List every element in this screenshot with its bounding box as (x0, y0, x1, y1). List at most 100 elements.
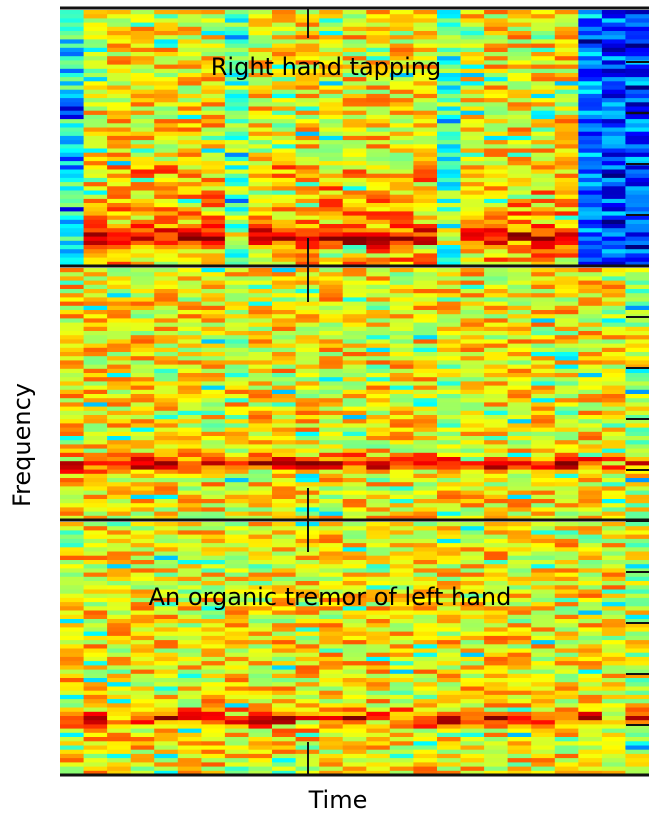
spectrogram-cell (84, 653, 108, 658)
spectrogram-cell (84, 543, 108, 548)
spectrogram-cell (131, 157, 155, 162)
spectrogram-cell (508, 373, 532, 378)
spectrogram-cell (249, 560, 273, 565)
spectrogram-cell (625, 564, 649, 569)
spectrogram-cell (531, 39, 555, 44)
spectrogram-cell (461, 10, 485, 15)
spectrogram-cell (296, 211, 320, 216)
spectrogram-cell (343, 18, 367, 23)
spectrogram-cell (154, 360, 178, 365)
spectrogram-cell (602, 386, 626, 391)
spectrogram-cell (201, 526, 225, 531)
spectrogram-cell (555, 94, 579, 99)
spectrogram-cell (437, 386, 461, 391)
spectrogram-cell (60, 411, 84, 416)
spectrogram-cell (366, 289, 390, 294)
spectrogram-cell (201, 136, 225, 141)
spectrogram-cell (131, 682, 155, 687)
spectrogram-cell (178, 161, 202, 166)
spectrogram-cell (60, 153, 84, 158)
spectrogram-cell (555, 390, 579, 395)
spectrogram-cell (366, 224, 390, 229)
spectrogram-cell (272, 335, 296, 340)
spectrogram-cell (154, 482, 178, 487)
spectrogram-cell (602, 73, 626, 78)
spectrogram-cell (201, 35, 225, 40)
spectrogram-cell (413, 281, 437, 286)
spectrogram-cell (484, 48, 508, 53)
spectrogram-cell (225, 522, 249, 527)
spectrogram-cell (60, 478, 84, 483)
spectrogram-cell (107, 310, 131, 315)
spectrogram-cell (154, 415, 178, 420)
spectrogram-cell (390, 762, 414, 767)
spectrogram-cell (343, 665, 367, 670)
spectrogram-cell (602, 449, 626, 454)
spectrogram-cell (602, 48, 626, 53)
spectrogram-cell (201, 81, 225, 86)
spectrogram-cell (602, 602, 626, 607)
spectrogram-cell (107, 632, 131, 637)
spectrogram-cell (296, 724, 320, 729)
spectrogram-cell (602, 352, 626, 357)
spectrogram-cell (602, 90, 626, 95)
spectrogram-cell (178, 407, 202, 412)
spectrogram-cell (555, 348, 579, 353)
spectrogram-cell (225, 440, 249, 445)
spectrogram-cell (107, 491, 131, 496)
spectrogram-cell (107, 577, 131, 582)
spectrogram-cell (461, 237, 485, 242)
spectrogram-cell (484, 568, 508, 573)
spectrogram-cell (84, 44, 108, 49)
spectrogram-cell (508, 220, 532, 225)
spectrogram-cell (602, 482, 626, 487)
spectrogram-cell (272, 653, 296, 658)
spectrogram-cell (602, 415, 626, 420)
spectrogram-cell (343, 228, 367, 233)
spectrogram-cell (555, 670, 579, 675)
spectrogram-cell (366, 499, 390, 504)
spectrogram-cell (131, 102, 155, 107)
spectrogram-cell (366, 470, 390, 475)
spectrogram-cell (154, 211, 178, 216)
spectrogram-cell (296, 708, 320, 713)
spectrogram-cell (413, 216, 437, 221)
spectrogram-cell (555, 619, 579, 624)
spectrogram-cell (201, 289, 225, 294)
spectrogram-cell (413, 365, 437, 370)
spectrogram-cell (107, 615, 131, 620)
spectrogram-cell (461, 611, 485, 616)
spectrogram-cell (555, 186, 579, 191)
spectrogram-cell (484, 27, 508, 32)
spectrogram-cell (508, 77, 532, 82)
spectrogram-cell (555, 73, 579, 78)
spectrogram-cell (390, 682, 414, 687)
spectrogram-cell (484, 140, 508, 145)
spectrogram-cell (484, 182, 508, 187)
spectrogram-cell (437, 186, 461, 191)
spectrogram-cell (154, 348, 178, 353)
spectrogram-cell (602, 716, 626, 721)
spectrogram-cell (555, 636, 579, 641)
spectrogram-cell (437, 253, 461, 258)
spectrogram-cell (60, 323, 84, 328)
spectrogram-cell (84, 644, 108, 649)
spectrogram-cell (413, 35, 437, 40)
spectrogram-cell (249, 615, 273, 620)
spectrogram-cell (484, 499, 508, 504)
spectrogram-cell (484, 691, 508, 696)
spectrogram-cell (531, 503, 555, 508)
spectrogram-cell (366, 767, 390, 772)
spectrogram-cell (484, 547, 508, 552)
spectrogram-cell (578, 512, 602, 517)
spectrogram-cell (343, 746, 367, 751)
spectrogram-cell (602, 98, 626, 103)
spectrogram-cell (296, 678, 320, 683)
spectrogram-cell (60, 237, 84, 242)
spectrogram-cell (508, 18, 532, 23)
spectrogram-cell (107, 191, 131, 196)
spectrogram-cell (272, 140, 296, 145)
spectrogram-cell (60, 136, 84, 141)
spectrogram-cell (131, 674, 155, 679)
spectrogram-cell (366, 653, 390, 658)
